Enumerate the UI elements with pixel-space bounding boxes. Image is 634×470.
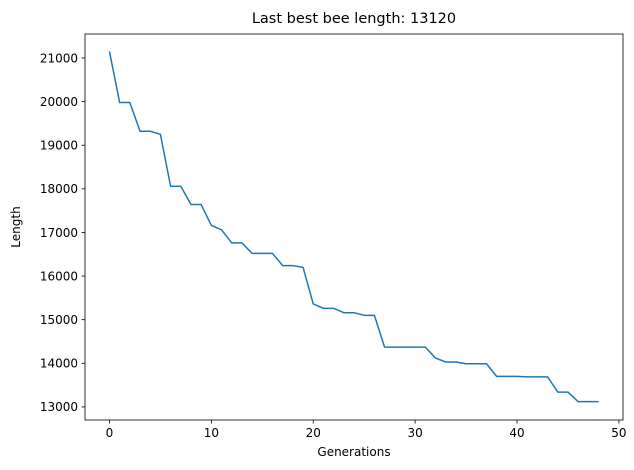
y-tick-label: 15000 bbox=[40, 313, 78, 327]
y-tick-label: 14000 bbox=[40, 357, 78, 371]
x-tick-label: 30 bbox=[407, 426, 422, 440]
y-tick-label: 20000 bbox=[40, 95, 78, 109]
x-tick-label: 50 bbox=[611, 426, 626, 440]
x-tick-label: 10 bbox=[204, 426, 219, 440]
x-tick-label: 0 bbox=[106, 426, 114, 440]
y-tick-label: 17000 bbox=[40, 226, 78, 240]
y-tick-label: 18000 bbox=[40, 182, 78, 196]
x-axis-ticks: 0 10 20 30 40 50 bbox=[106, 420, 627, 440]
series-line bbox=[108, 51, 599, 403]
y-tick-label: 16000 bbox=[40, 269, 78, 283]
chart-title: Last best bee length: 13120 bbox=[252, 11, 456, 27]
y-tick-label: 19000 bbox=[40, 139, 78, 153]
x-tick-label: 40 bbox=[509, 426, 524, 440]
y-tick-label: 21000 bbox=[40, 51, 78, 65]
y-axis-label: Length bbox=[9, 206, 23, 247]
x-tick-label: 20 bbox=[306, 426, 321, 440]
y-tick-label: 13000 bbox=[40, 400, 78, 414]
plot-frame bbox=[84, 33, 624, 421]
plot-area bbox=[108, 51, 599, 403]
y-axis-ticks: 13000 14000 15000 16000 17000 18000 19000 20000… bbox=[40, 51, 85, 414]
x-axis-label: Generations bbox=[317, 445, 390, 459]
